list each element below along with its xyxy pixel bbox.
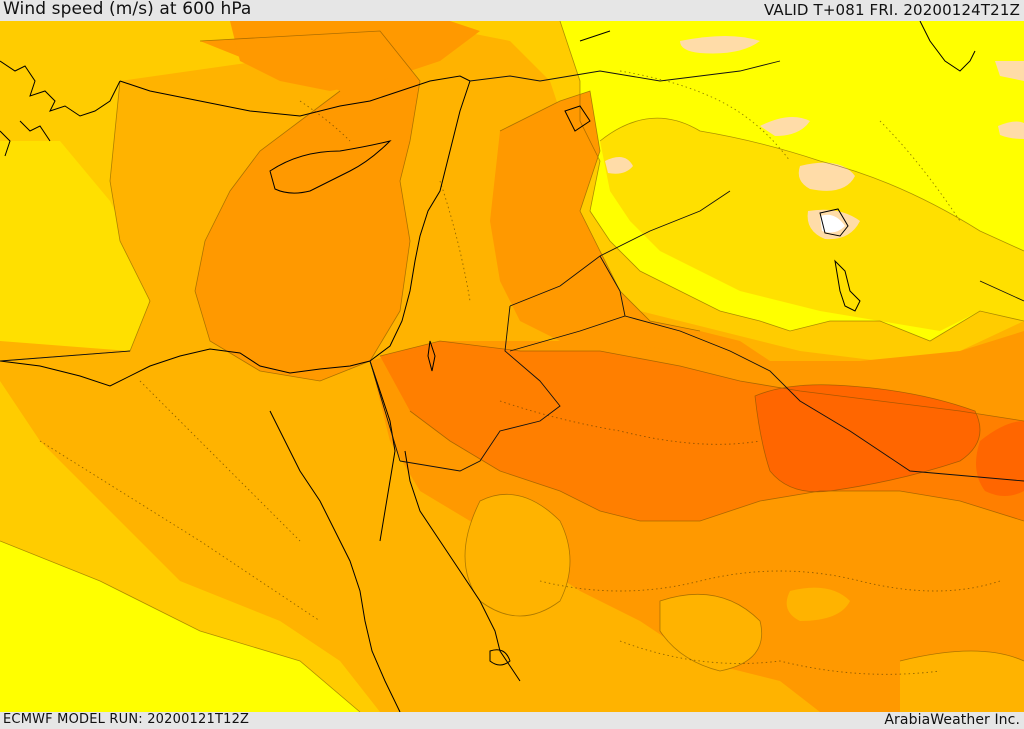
footer-bar: ECMWF MODEL RUN: 20200121T12Z ArabiaWeat… bbox=[0, 712, 1024, 729]
wind-band-amber-patch-southeast bbox=[660, 594, 762, 671]
wind-band-yellow-southwest bbox=[0, 541, 360, 712]
wind-band-orange-north bbox=[230, 21, 480, 91]
wind-speed-map bbox=[0, 21, 1024, 712]
wind-band-deep-orange-core bbox=[755, 384, 980, 492]
dotted-contours bbox=[39, 70, 1001, 675]
wind-band-amber-patch-south bbox=[465, 494, 570, 616]
wind-band-deep-orange-east bbox=[976, 421, 1024, 496]
wind-band-light-gold-west bbox=[0, 141, 150, 361]
map-area bbox=[0, 21, 1024, 712]
wind-band-amber-patch-small bbox=[786, 587, 850, 621]
calm-spot-east-edge bbox=[998, 121, 1024, 139]
calm-spot-center bbox=[605, 157, 633, 174]
coastlines bbox=[0, 21, 976, 712]
calm-spot-corner bbox=[995, 61, 1024, 81]
calm-spot-white-core bbox=[820, 214, 845, 233]
wind-band-amber-patch-corner bbox=[900, 651, 1024, 712]
calm-spot-north bbox=[680, 36, 760, 54]
wind-band-orange-levant bbox=[490, 91, 770, 401]
header-bar: Wind speed (m/s) at 600 hPa VALID T+081 … bbox=[0, 0, 1024, 21]
model-run-label: ECMWF MODEL RUN: 20200121T12Z bbox=[3, 712, 250, 727]
credit-label: ArabiaWeather Inc. bbox=[884, 712, 1020, 728]
valid-time: VALID T+081 FRI. 20200124T21Z bbox=[763, 1, 1020, 19]
borders bbox=[0, 60, 1024, 482]
map-title: Wind speed (m/s) at 600 hPa bbox=[3, 0, 252, 19]
calm-spot-east bbox=[798, 162, 855, 191]
wind-contours bbox=[0, 21, 1024, 712]
calm-spot-northeast bbox=[760, 117, 810, 136]
wind-band-orange-mediterranean bbox=[195, 31, 420, 381]
